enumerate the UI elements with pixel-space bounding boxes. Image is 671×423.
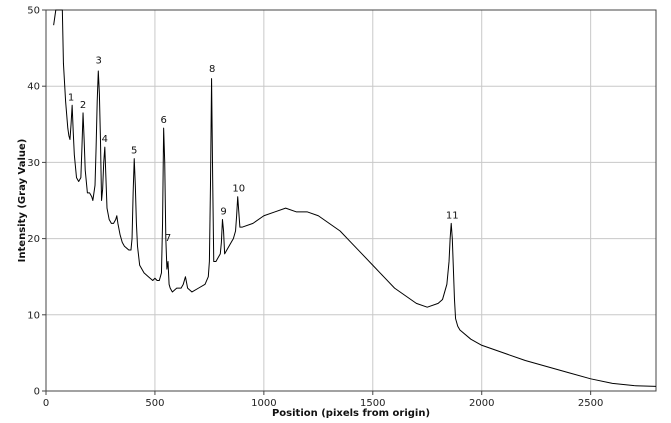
x-tick-label: 2500	[578, 398, 603, 409]
peak-label-11: 11	[446, 210, 459, 221]
x-tick-label: 1500	[360, 398, 385, 409]
plot-frame	[45, 9, 657, 392]
peak-label-4: 4	[102, 134, 108, 145]
peak-label-10: 10	[232, 184, 245, 195]
peak-label-8: 8	[209, 64, 215, 75]
series-line-0	[53, 9, 657, 387]
peak-label-6: 6	[160, 115, 166, 126]
y-tick-label: 20	[27, 234, 40, 245]
y-tick-label: 40	[27, 82, 40, 93]
peak-label-9: 9	[220, 207, 226, 218]
x-axis-title: Position (pixels from origin)	[272, 408, 430, 419]
y-axis-title: Intensity (Gray Value)	[17, 139, 28, 263]
x-tick-label: 2000	[469, 398, 494, 409]
y-axis: 0 10 20 30 40 50	[27, 6, 46, 398]
peak-label-1: 1	[68, 92, 74, 103]
y-tick-label: 30	[27, 158, 40, 169]
x-tick-label: 500	[145, 398, 164, 409]
y-tick-label: 10	[27, 310, 40, 321]
peak-label-3: 3	[96, 56, 102, 67]
peak-label-2: 2	[80, 100, 86, 111]
peak-labels: 12 3 4 5 6 7 8 9 10 11	[68, 56, 459, 245]
x-tick-label: 1000	[251, 398, 276, 409]
y-tick-label: 50	[27, 6, 40, 17]
series-layer	[53, 9, 657, 387]
peak-label-7: 7	[165, 233, 171, 244]
y-tick-label: 0	[34, 387, 40, 398]
grid	[45, 9, 656, 392]
peak-label-5: 5	[131, 146, 137, 157]
x-axis: 0 500 1000 1500 2000 2500	[43, 391, 603, 409]
x-tick-label: 0	[43, 398, 49, 409]
